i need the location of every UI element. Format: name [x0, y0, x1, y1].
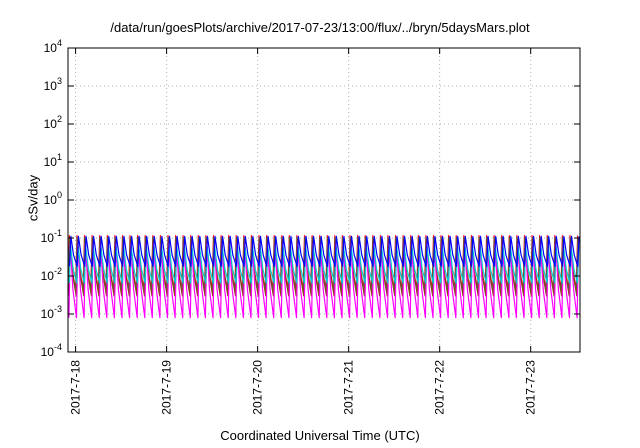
x-axis-label: Coordinated Universal Time (UTC)	[220, 428, 420, 443]
y-tick-label: 101	[44, 152, 62, 169]
y-tick-label: 102	[44, 114, 62, 131]
x-tick-label: 2017-7-20	[251, 360, 265, 415]
x-tick-label: 2017-7-22	[433, 360, 447, 415]
x-tick-label: 2017-7-18	[69, 360, 83, 415]
y-tick-label: 10-2	[41, 266, 62, 283]
y-tick-label: 10-1	[41, 228, 62, 245]
x-tick-label: 2017-7-19	[160, 360, 174, 415]
chart-title: /data/run/goesPlots/archive/2017-07-23/1…	[110, 20, 530, 35]
axis-ticks: 10-4 10-3 10-2 10-1 100 101 102 103 104 2017-7-18…	[41, 38, 580, 415]
series-line	[68, 235, 580, 267]
y-tick-label: 103	[44, 76, 62, 93]
y-tick-label: 10-3	[41, 304, 62, 321]
y-tick-label: 104	[44, 38, 62, 55]
y-axis-label: cSv/day	[25, 174, 41, 222]
x-tick-label: 2017-7-23	[524, 360, 538, 415]
x-tick-label: 2017-7-21	[342, 360, 356, 415]
series-lines	[67, 235, 580, 319]
y-tick-label: 10-4	[41, 342, 62, 359]
y-tick-label: 100	[44, 190, 62, 207]
